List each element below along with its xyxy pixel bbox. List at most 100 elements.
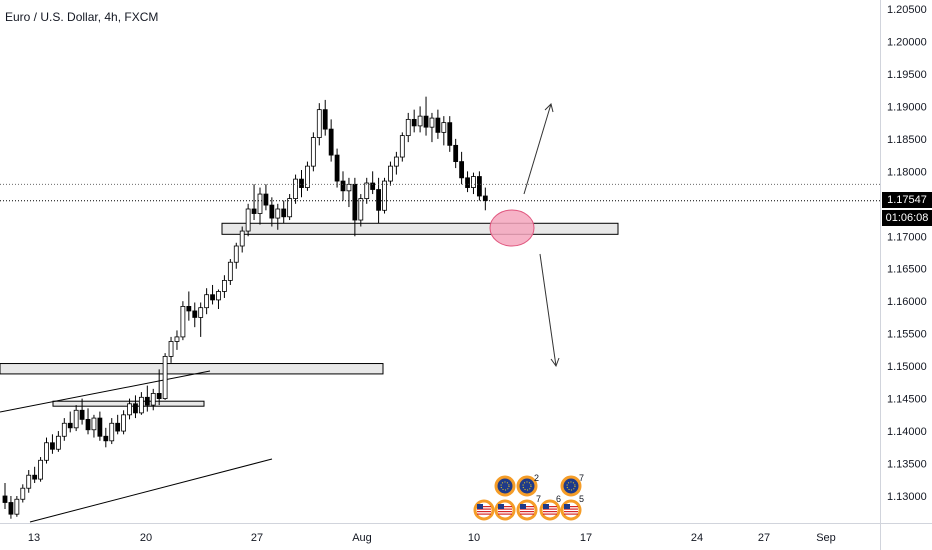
y-tick-label: 1.20000: [887, 36, 927, 48]
y-tick-label: 1.14000: [887, 426, 927, 438]
x-tick-label: 17: [580, 532, 592, 544]
flag-stripe: [520, 513, 534, 515]
candle-body: [222, 280, 227, 292]
x-tick-label: 20: [140, 532, 152, 544]
candle-body: [305, 165, 310, 188]
event-count: 2: [534, 473, 539, 483]
economic-events[interactable]: 2 7 7 6 5: [473, 473, 584, 521]
x-tick-label: 24: [691, 532, 703, 544]
highlight-ellipse: [489, 209, 535, 247]
eu-flag-icon[interactable]: [560, 475, 582, 497]
candle-body: [429, 117, 435, 128]
flag-stripe: [543, 511, 557, 513]
y-tick-label: 1.18000: [887, 166, 927, 178]
candle-body: [67, 422, 73, 429]
us-flag-icon[interactable]: [516, 499, 538, 521]
candle-body: [174, 336, 180, 342]
x-tick-label: Sep: [816, 532, 836, 544]
flag-stripe: [543, 506, 557, 508]
candle-body: [144, 396, 150, 406]
candle-body: [376, 189, 381, 211]
candle-body: [186, 305, 192, 312]
flag-stripe: [564, 508, 578, 510]
candle-body: [269, 204, 275, 219]
candle-body: [334, 154, 340, 182]
us-flag-icon[interactable]: [560, 499, 582, 521]
flag-canton: [543, 504, 549, 509]
eu-flag-icon[interactable]: [494, 475, 516, 497]
price-axis[interactable]: 1.20500 1.20000 1.19500 1.19000 1.18500 1.180…: [887, 4, 927, 503]
flag-stars: [566, 481, 576, 491]
candle-body: [281, 208, 287, 218]
y-tick-label: 1.15000: [887, 361, 927, 373]
bar-countdown-label: 01:06:08: [882, 210, 932, 226]
flag-stripe: [564, 513, 578, 515]
eu-flag-icon[interactable]: [516, 475, 538, 497]
candle-body: [121, 414, 126, 432]
candle-body: [38, 459, 43, 480]
price-zone-rect: [221, 222, 619, 235]
candle-body: [465, 177, 470, 188]
candle-body: [476, 176, 482, 197]
y-tick-label: 1.16000: [887, 296, 927, 308]
x-tick-label: 13: [28, 532, 40, 544]
y-tick-label: 1.15500: [887, 329, 927, 341]
candle-body: [251, 208, 257, 214]
candle-body: [32, 474, 38, 480]
candle-body: [453, 144, 459, 162]
flag-stripe: [520, 511, 534, 513]
candle-body: [358, 198, 364, 221]
flag-stripe: [477, 513, 491, 515]
event-count: 6: [556, 494, 561, 504]
candle-body: [150, 393, 156, 406]
x-tick-label: 10: [468, 532, 480, 544]
candle-body: [156, 393, 162, 400]
flag-stripe: [520, 506, 534, 508]
flag-canton: [520, 504, 526, 509]
y-tick-label: 1.20500: [887, 4, 927, 16]
candle-body: [263, 193, 269, 206]
y-tick-label: 1.19500: [887, 69, 927, 81]
candle-body: [216, 291, 221, 301]
candle-body: [26, 474, 32, 489]
us-flag-icon[interactable]: [473, 499, 495, 521]
candle-body: [204, 294, 210, 309]
candle-body: [482, 195, 488, 201]
x-tick-label: Aug: [352, 532, 372, 544]
flag-stripe: [498, 511, 512, 513]
candle-body: [133, 403, 138, 414]
y-tick-label: 1.13000: [887, 491, 927, 503]
flag-stars: [500, 481, 510, 491]
candle-body: [109, 422, 115, 442]
candle-body: [103, 435, 109, 442]
flag-stripe: [477, 506, 491, 508]
trendlines-layer: [0, 370, 273, 523]
candle-body: [20, 487, 26, 500]
us-flag-icon[interactable]: [539, 499, 561, 521]
y-tick-label: 1.19000: [887, 101, 927, 113]
us-flag-icon[interactable]: [494, 499, 516, 521]
event-flag: [519, 478, 535, 494]
y-tick-label: 1.14500: [887, 394, 927, 406]
candle-body: [227, 261, 233, 281]
candle-body: [14, 498, 20, 515]
flag-stars: [522, 481, 532, 491]
candle-body: [293, 178, 298, 200]
candle-body: [168, 341, 174, 357]
candle-body: [50, 442, 55, 450]
candle-body: [8, 502, 14, 515]
candle-body: [91, 417, 97, 431]
candle-body: [61, 422, 67, 437]
y-tick-label: 1.16500: [887, 264, 927, 276]
y-tick-label: 1.13500: [887, 459, 927, 471]
candle-body: [346, 183, 352, 192]
candle-body: [299, 178, 304, 188]
candle-body: [115, 422, 121, 432]
time-axis[interactable]: 13 20 27 Aug 10 17 24 27 Sep: [28, 532, 836, 544]
candle-body: [257, 193, 263, 214]
candle-body: [411, 118, 417, 127]
candle-body: [388, 165, 393, 182]
lower-trendline: [29, 458, 273, 523]
candle-body: [423, 115, 429, 128]
